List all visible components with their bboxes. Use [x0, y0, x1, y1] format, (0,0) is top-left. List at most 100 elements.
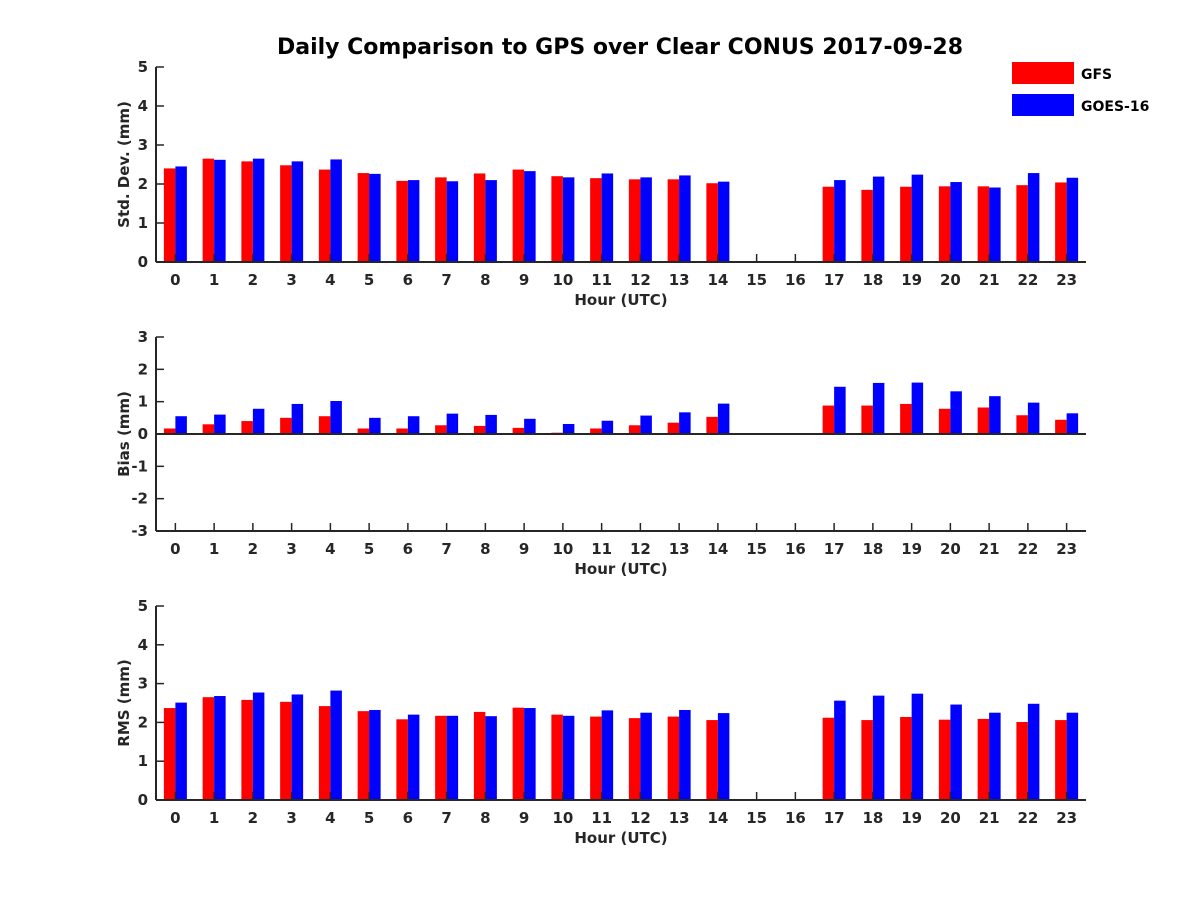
bar-gfs-hour-23	[1055, 720, 1067, 800]
x-tick-label: 14	[707, 809, 728, 827]
bar-gfs-hour-17	[822, 717, 835, 800]
bar-gfs-hour-7	[435, 425, 447, 434]
bar-gfs-hour-18	[861, 189, 873, 262]
bar-goes-16-hour-5	[369, 173, 381, 262]
bar-goes-16-hour-20	[950, 182, 962, 262]
x-tick-label: 8	[480, 540, 490, 558]
bar-gfs-hour-11	[590, 716, 602, 800]
x-tick-label: 16	[785, 271, 806, 289]
bar-goes-16-hour-22	[1027, 402, 1040, 434]
bar-gfs-hour-18	[861, 405, 873, 434]
bar-gfs-hour-4	[318, 416, 331, 434]
x-tick-label: 7	[441, 809, 451, 827]
x-tick-label: 11	[591, 540, 612, 558]
bar-goes-16-hour-6	[407, 714, 420, 800]
bar-gfs-hour-7	[435, 177, 447, 262]
x-tick-label: 7	[441, 271, 451, 289]
bar-gfs-hour-21	[977, 186, 990, 262]
bar-gfs-hour-6	[396, 719, 408, 800]
bar-goes-16-hour-1	[214, 159, 226, 262]
bar-goes-16-hour-20	[950, 391, 962, 434]
x-tick-label: 19	[901, 271, 922, 289]
bar-goes-16-hour-13	[679, 412, 691, 434]
bar-goes-16-hour-2	[252, 158, 265, 262]
bar-gfs-hour-11	[590, 178, 602, 262]
bar-goes-16-hour-2	[252, 692, 265, 800]
bar-goes-16-hour-11	[601, 173, 614, 262]
bar-gfs-hour-2	[241, 161, 253, 262]
y-tick-label: 2	[138, 713, 148, 731]
y-tick-label: 0	[138, 253, 148, 271]
bar-goes-16-hour-18	[872, 382, 885, 434]
y-tick-label: 2	[138, 175, 148, 193]
x-tick-label: 20	[940, 809, 961, 827]
bar-gfs-hour-8	[473, 711, 486, 800]
bar-goes-16-hour-0	[175, 702, 187, 800]
x-tick-label: 3	[286, 540, 296, 558]
bar-goes-16-hour-17	[834, 386, 846, 434]
bar-goes-16-hour-9	[524, 418, 536, 434]
y-tick-label: 5	[138, 58, 148, 76]
x-tick-label: 21	[979, 271, 1000, 289]
bar-goes-16-hour-12	[640, 177, 652, 262]
bar-gfs-hour-9	[512, 427, 525, 434]
bar-gfs-hour-2	[241, 699, 253, 800]
y-tick-label: -2	[131, 490, 148, 508]
bar-goes-16-hour-7	[446, 413, 459, 434]
legend-label-gfs: GFS	[1081, 67, 1112, 83]
bar-gfs-hour-23	[1055, 419, 1067, 434]
chart-title: Daily Comparison to GPS over Clear CONUS…	[277, 35, 963, 60]
y-tick-label: 2	[138, 360, 148, 378]
x-tick-label: 17	[824, 271, 845, 289]
bar-gfs-hour-14	[706, 720, 718, 800]
x-tick-label: 16	[785, 540, 806, 558]
x-tick-label: 20	[940, 540, 961, 558]
bar-gfs-hour-19	[900, 186, 912, 262]
bar-gfs-hour-14	[706, 183, 718, 262]
bar-gfs-hour-20	[938, 186, 951, 262]
bar-gfs-hour-5	[357, 428, 370, 434]
x-tick-label: 1	[209, 540, 219, 558]
y-tick-label: 1	[138, 393, 148, 411]
bar-gfs-hour-14	[706, 416, 718, 434]
y-tick-label: 4	[138, 636, 148, 654]
bar-gfs-hour-17	[822, 405, 835, 434]
x-tick-label: 0	[170, 540, 180, 558]
x-tick-label: 3	[286, 271, 296, 289]
bar-goes-16-hour-6	[407, 180, 420, 262]
bar-gfs-hour-13	[667, 179, 680, 262]
x-tick-label: 21	[979, 540, 1000, 558]
x-tick-label: 10	[552, 271, 573, 289]
x-axis-label: Hour (UTC)	[574, 560, 667, 578]
bar-goes-16-hour-14	[717, 403, 730, 434]
legend-label-goes16: GOES-16	[1081, 99, 1149, 115]
y-tick-label: 0	[138, 791, 148, 809]
bar-gfs-hour-2	[241, 421, 253, 434]
x-tick-label: 15	[746, 540, 767, 558]
x-tick-label: 13	[669, 540, 690, 558]
x-tick-label: 12	[630, 271, 651, 289]
bar-goes-16-hour-14	[717, 181, 730, 262]
y-axis-label: Std. Dev. (mm)	[115, 101, 133, 228]
bar-gfs-hour-0	[163, 708, 176, 800]
bar-gfs-hour-22	[1016, 415, 1028, 434]
bar-goes-16-hour-19	[911, 174, 924, 262]
x-tick-label: 4	[325, 809, 335, 827]
bar-goes-16-hour-1	[214, 696, 226, 800]
y-axis-label: Bias (mm)	[115, 391, 133, 477]
y-tick-label: 3	[138, 675, 148, 693]
bar-goes-16-hour-13	[679, 709, 691, 800]
bar-goes-16-hour-8	[485, 716, 497, 800]
bar-goes-16-hour-19	[911, 693, 924, 800]
bar-goes-16-hour-7	[446, 715, 459, 800]
bar-gfs-hour-10	[551, 176, 563, 262]
y-tick-label: 0	[138, 425, 148, 443]
x-tick-label: 1	[209, 271, 219, 289]
bar-gfs-hour-22	[1016, 185, 1028, 262]
bar-goes-16-hour-4	[330, 401, 342, 434]
bar-goes-16-hour-9	[524, 171, 536, 262]
bar-gfs-hour-3	[280, 701, 292, 800]
x-tick-label: 12	[630, 540, 651, 558]
